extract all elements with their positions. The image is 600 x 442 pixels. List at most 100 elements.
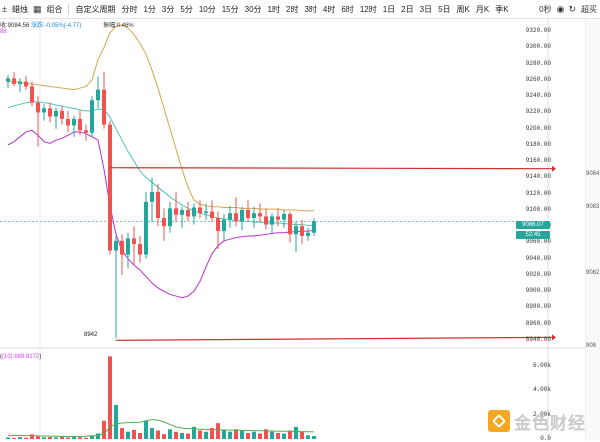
candle-body [24, 81, 28, 87]
candle-body [276, 216, 280, 220]
volume-bar [42, 437, 46, 439]
toolbar-divider [68, 4, 70, 14]
period-button[interactable]: 分时 [121, 4, 138, 14]
price-tick-label: 9000.00 [525, 287, 551, 295]
period-button[interactable]: 12时 [359, 4, 377, 14]
candle-body [312, 221, 316, 233]
period-button[interactable]: 周K [456, 4, 470, 14]
period-button[interactable]: 15分 [221, 4, 239, 14]
price-tick-label: 9180.00 [525, 140, 551, 148]
symbol-menu-icon[interactable]: ± [2, 4, 7, 14]
price-tick-label: 9060.00 [525, 238, 551, 246]
far-price-label: 9082. [586, 270, 600, 276]
close-value: 收:9084.56 [0, 23, 30, 29]
volume-bar [102, 420, 106, 439]
candle-body [264, 216, 268, 225]
candle-type-button[interactable]: 蜡烛 [11, 4, 28, 14]
period-button[interactable]: 5日 [438, 4, 451, 14]
price-tick-label: 9280.00 [525, 59, 551, 67]
volume-bar [228, 431, 232, 439]
candle-body [198, 207, 202, 214]
combo-button[interactable]: 组合 [46, 4, 63, 14]
support-arrow-icon [552, 334, 556, 341]
period-button[interactable]: 3时 [304, 4, 317, 14]
price-tick-label: 9020.00 [525, 270, 551, 278]
period-button[interactable]: 6时 [341, 4, 354, 14]
volume-bar [24, 437, 28, 439]
volume-bar [306, 435, 310, 439]
candle-body [132, 238, 136, 245]
candlestick-chart[interactable] [0, 19, 600, 441]
volume-bar [6, 437, 10, 439]
custom-period-button[interactable]: 自定义周期 [75, 4, 116, 14]
candle-body [6, 78, 10, 82]
period-button[interactable]: 月K [475, 4, 490, 14]
watermark-logo-icon [488, 410, 510, 432]
candle-body [138, 244, 142, 255]
period-button[interactable]: 1时 [267, 4, 280, 14]
candle-body [294, 226, 298, 235]
period-button[interactable]: 2时 [286, 4, 299, 14]
candle-body [30, 86, 34, 103]
lower-band-line [7, 129, 315, 299]
candle-body [258, 213, 262, 217]
low-price-label: 8942 [84, 332, 98, 338]
side-strip [585, 19, 600, 441]
support-line [115, 336, 553, 341]
candle-body [270, 216, 274, 225]
period-button[interactable]: 2日 [401, 4, 414, 14]
volume-bar [198, 430, 202, 439]
period-button[interactable]: 10分 [198, 4, 216, 14]
candle-body [216, 218, 220, 232]
volume-bar [30, 434, 34, 439]
period-button[interactable]: 季K [495, 4, 509, 14]
volume-legend: ((10):889.8172) [0, 354, 42, 360]
price-tick-label: 9200.00 [525, 124, 551, 132]
candle-body [66, 118, 70, 126]
volume-bar [180, 432, 184, 439]
candle-body [288, 214, 292, 235]
candle-body [84, 130, 88, 133]
volume-bar [168, 429, 172, 439]
volume-bar [84, 437, 88, 439]
candle-body [246, 209, 250, 219]
volume-bar [210, 428, 214, 439]
period-button[interactable]: 3日 [419, 4, 433, 14]
volume-tick-label: 0.0 [540, 435, 551, 442]
far-price-label: 9084. [586, 171, 600, 177]
candle-body [42, 108, 46, 113]
mid-band-line [7, 101, 314, 226]
volume-bar [114, 405, 118, 439]
candle-body [222, 219, 226, 232]
volume-bar [294, 426, 298, 439]
refresh-icon[interactable]: ↻ [568, 3, 576, 14]
period-button[interactable]: 1日 [382, 4, 396, 14]
period-button[interactable]: 4时 [322, 4, 336, 14]
candle-body [108, 124, 112, 251]
volume-bar [204, 431, 208, 439]
period-list: 分时 1分 3分 5分 10分 15分 30分 1时 2时 3时 4时 6时 12时 1日 2日 3日 5日 周K… [118, 4, 511, 15]
volume-bar [36, 436, 40, 439]
candle-body [306, 232, 310, 236]
candle-body [186, 209, 190, 217]
candle-body [210, 211, 214, 219]
volume-bar [66, 437, 70, 439]
volume-bar [174, 431, 178, 439]
volume-bar [156, 430, 160, 439]
period-button[interactable]: 1分 [143, 4, 156, 14]
period-button[interactable]: 30分 [244, 4, 262, 14]
camera-icon[interactable]: ◉ [556, 3, 565, 14]
candle-body [72, 118, 76, 126]
period-button[interactable]: 5分 [180, 4, 193, 14]
upper-band-line [8, 24, 314, 212]
candle-body [228, 213, 232, 220]
volume-bar [138, 432, 142, 439]
period-button[interactable]: 3分 [161, 4, 175, 14]
candle-body [300, 226, 304, 236]
candle-body [18, 81, 22, 84]
combo-icon[interactable]: ▦ [32, 3, 42, 14]
volume-bar [270, 431, 274, 439]
volume-bar [78, 437, 82, 439]
volume-bar [240, 430, 244, 439]
candle-body [102, 89, 106, 125]
